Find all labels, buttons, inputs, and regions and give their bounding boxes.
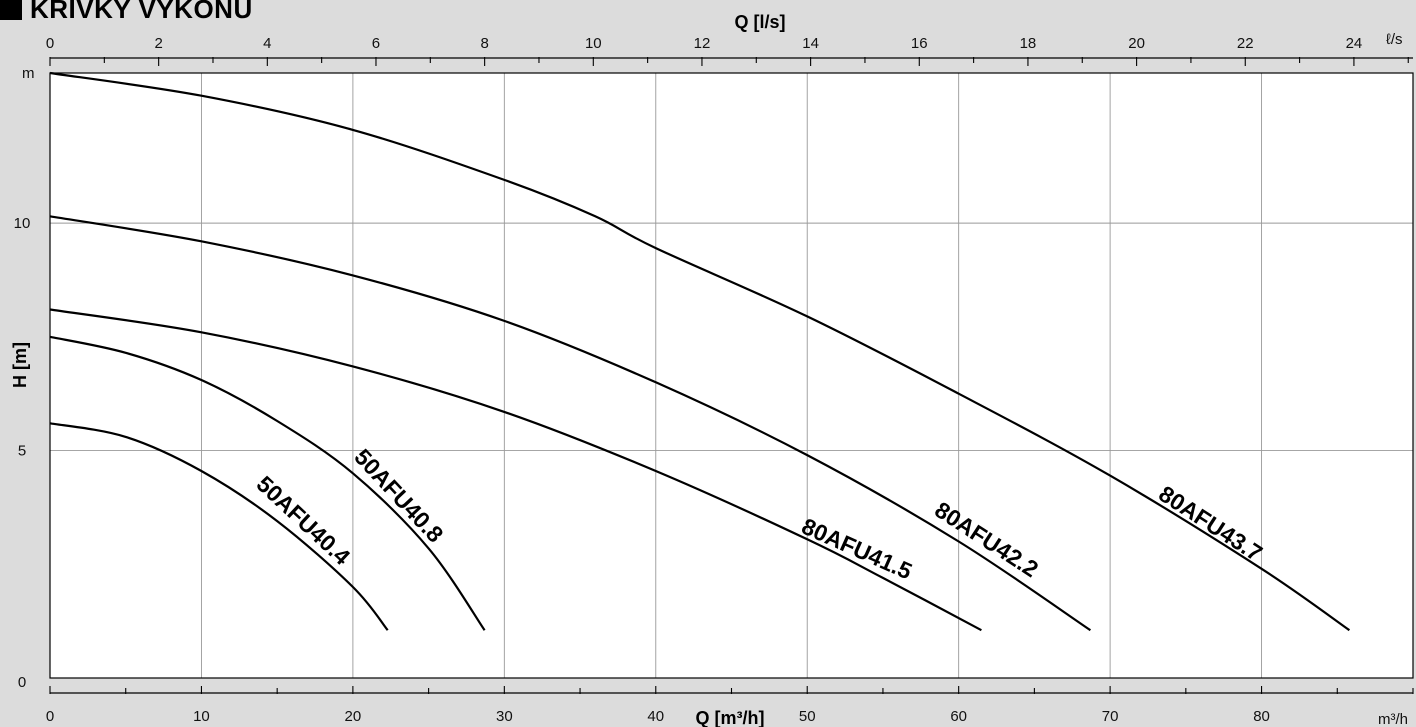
x2-tick-label: 12 <box>694 35 711 52</box>
x-tick-label: 0 <box>46 708 54 725</box>
x2-tick-label: 2 <box>154 35 162 52</box>
page-heading: KŘIVKY VÝKONU <box>0 0 253 26</box>
y-tick-label: 10 <box>14 215 31 232</box>
x2-tick-label: 24 <box>1346 35 1363 52</box>
x2-tick-label: 8 <box>480 35 488 52</box>
x2-tick-label: 10 <box>585 35 602 52</box>
curve-50AFU40.4 <box>49 422 389 631</box>
y-axis-title: H [m] <box>10 342 30 388</box>
x2-tick-label: 16 <box>911 35 928 52</box>
x-tick-label: 50 <box>799 708 816 725</box>
curve-80AFU42.2 <box>49 215 1092 632</box>
y-tick-label: 5 <box>18 443 26 460</box>
x-tick-label: 70 <box>1102 708 1119 725</box>
x2-tick-label: 0 <box>46 35 54 52</box>
x2-tick-label: 6 <box>372 35 380 52</box>
x-tick-label: 20 <box>345 708 362 725</box>
grid-lines <box>50 73 1413 678</box>
x-unit-label: m³/h <box>1378 711 1408 727</box>
x-axis-title: Q [m³/h] <box>696 708 765 727</box>
x2-unit-label: ℓ/s <box>1386 31 1403 48</box>
page-title: KŘIVKY VÝKONU <box>30 0 253 24</box>
x2-tick-label: 22 <box>1237 35 1254 52</box>
left-axis: 0 5 10 <box>14 215 31 691</box>
x-tick-label: 60 <box>950 708 967 725</box>
black-square-icon <box>0 0 22 20</box>
plot-frame <box>49 72 1414 679</box>
x2-tick-label: 14 <box>802 35 819 52</box>
bottom-axis: 0 10 20 30 40 50 60 70 80 <box>46 686 1414 725</box>
curve-80AFU43.7 <box>49 71 1351 632</box>
x2-tick-label: 18 <box>1020 35 1037 52</box>
x-tick-label: 10 <box>193 708 210 725</box>
x-tick-label: 80 <box>1253 708 1270 725</box>
pump-curves <box>49 71 1351 632</box>
x2-tick-label: 20 <box>1128 35 1145 52</box>
x2-axis-title: Q [l/s] <box>734 12 785 32</box>
curve-80AFU41.5 <box>49 308 982 632</box>
x-tick-label: 30 <box>496 708 513 725</box>
x2-tick-label: 4 <box>263 35 271 52</box>
top-axis: 0 2 4 6 8 10 12 14 16 18 20 22 24 <box>46 35 1413 66</box>
plot-area <box>50 73 1413 678</box>
y-tick-label: 0 <box>18 674 26 691</box>
x-tick-label: 40 <box>647 708 664 725</box>
curve-50AFU40.8 <box>49 335 486 631</box>
y-unit-label: m <box>22 65 35 82</box>
